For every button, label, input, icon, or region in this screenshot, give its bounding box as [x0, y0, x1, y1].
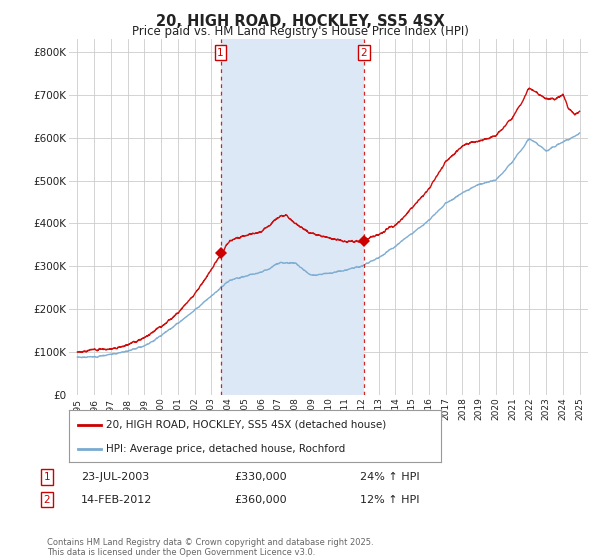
Text: 23-JUL-2003: 23-JUL-2003 [81, 472, 149, 482]
Text: 14-FEB-2012: 14-FEB-2012 [81, 494, 152, 505]
Text: 20, HIGH ROAD, HOCKLEY, SS5 4SX (detached house): 20, HIGH ROAD, HOCKLEY, SS5 4SX (detache… [106, 420, 386, 430]
Bar [221, 39, 364, 395]
Text: Contains HM Land Registry data © Crown copyright and database right 2025.
This d: Contains HM Land Registry data © Crown c… [47, 538, 373, 557]
Text: 20, HIGH ROAD, HOCKLEY, SS5 4SX: 20, HIGH ROAD, HOCKLEY, SS5 4SX [155, 14, 445, 29]
Text: HPI: Average price, detached house, Rochford: HPI: Average price, detached house, Roch… [106, 444, 346, 454]
Text: 1: 1 [217, 48, 224, 58]
Text: 24% ↑ HPI: 24% ↑ HPI [360, 472, 419, 482]
Text: £360,000: £360,000 [234, 494, 287, 505]
Text: Price paid vs. HM Land Registry's House Price Index (HPI): Price paid vs. HM Land Registry's House … [131, 25, 469, 38]
Text: 2: 2 [43, 494, 50, 505]
Text: 1: 1 [43, 472, 50, 482]
Text: 12% ↑ HPI: 12% ↑ HPI [360, 494, 419, 505]
Text: 2: 2 [361, 48, 367, 58]
Text: £330,000: £330,000 [234, 472, 287, 482]
